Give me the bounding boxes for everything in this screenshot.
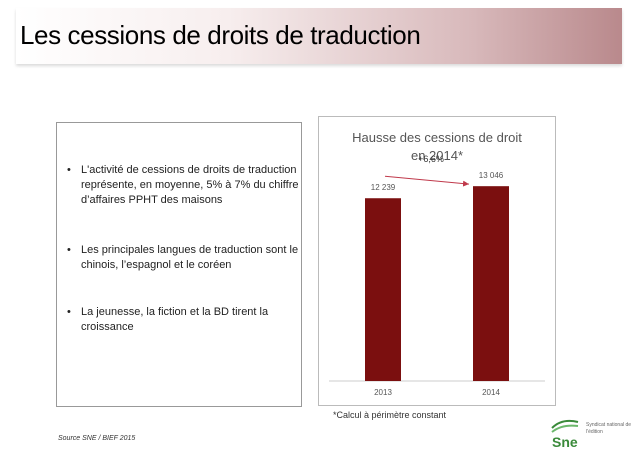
bar-2013 (365, 198, 401, 381)
bullet-item: L'activité de cessions de droits de trad… (65, 163, 305, 208)
title-bar: Les cessions de droits de traduction (16, 8, 622, 64)
chart-title-line1: Hausse des cessions de droit (352, 130, 522, 145)
source-note: Source SNE / BIEF 2015 (58, 435, 136, 442)
tick-label-2014: 2014 (482, 388, 500, 397)
bullet-list: L'activité de cessions de droits de trad… (65, 163, 305, 335)
bullet-item: La jeunesse, la fiction et la BD tirent … (65, 305, 305, 335)
page-title: Les cessions de droits de traduction (20, 20, 421, 50)
sne-logo: Sne Syndicat national de l'édition (548, 416, 638, 452)
value-label-2014: 13 046 (479, 171, 504, 180)
svg-text:Sne: Sne (552, 434, 578, 450)
bullet-item: Les principales langues de traduction so… (65, 243, 305, 273)
value-label-2013: 12 239 (371, 183, 396, 192)
chart-title-line2: en 2014* (410, 148, 464, 163)
bar-2014 (473, 186, 509, 381)
tick-label-2013: 2013 (374, 388, 392, 397)
bullet-panel: L'activité de cessions de droits de trad… (56, 122, 302, 407)
footnote: *Calcul à périmètre constant (333, 410, 447, 420)
sne-logo-mark: Sne (551, 419, 579, 450)
chart-title: Hausse des cessions de droit en 2014* (319, 129, 555, 165)
logo-caption: Syndicat national de l'édition (586, 422, 632, 435)
bar-chart: 12 239 2013 13 046 2014 +6,6% (329, 154, 545, 397)
growth-annotation: +6,6% (418, 154, 444, 164)
growth-arrow (384, 175, 470, 187)
chart-panel: Hausse des cessions de droit en 2014* 12… (318, 116, 556, 406)
